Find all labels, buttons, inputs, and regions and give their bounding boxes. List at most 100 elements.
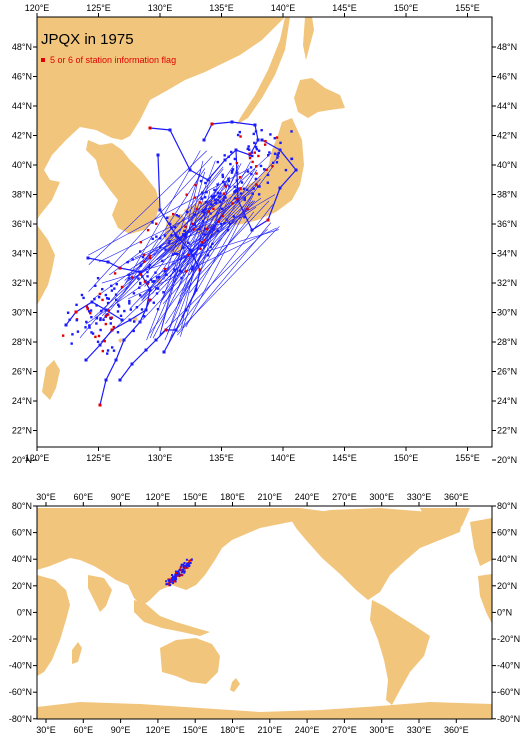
station-point xyxy=(82,296,85,300)
flagged-station xyxy=(192,228,196,231)
station-point xyxy=(257,149,261,152)
station-point xyxy=(242,187,246,191)
station-point xyxy=(248,153,252,157)
flagged-station xyxy=(199,247,202,251)
station-point xyxy=(178,269,182,272)
lat-tick-label-right: 24°N xyxy=(497,396,517,406)
flagged-station xyxy=(189,559,192,562)
station-point xyxy=(155,292,159,295)
station-point xyxy=(106,301,110,305)
flagged-station xyxy=(130,276,134,279)
station-point xyxy=(189,561,192,564)
station-point xyxy=(223,222,226,225)
station-point xyxy=(273,152,277,155)
flagged-station xyxy=(164,267,167,271)
station-point xyxy=(223,158,227,162)
flagged-station xyxy=(146,228,150,232)
station-point xyxy=(216,160,219,164)
lat-tick-label-left: 38°N xyxy=(12,190,32,200)
lat-tick-label-left: 26°N xyxy=(12,367,32,377)
station-point xyxy=(123,309,126,313)
lat-tick-label-left: -40°N xyxy=(9,661,32,671)
lat-tick-label-left: 30°N xyxy=(12,308,32,318)
flagged-station xyxy=(112,325,115,329)
flagged-station xyxy=(235,161,239,165)
flagged-station xyxy=(120,285,124,289)
flagged-station xyxy=(148,126,152,130)
station-point xyxy=(253,141,256,145)
transect-line xyxy=(118,189,240,292)
flagged-station xyxy=(175,572,178,575)
station-point xyxy=(276,156,279,159)
flagged-station xyxy=(238,176,242,179)
flagged-station xyxy=(198,268,202,272)
station-point xyxy=(70,342,73,345)
lon-tick-label-bottom: 90°E xyxy=(111,725,131,735)
land-japan-global xyxy=(182,560,196,584)
transect-line xyxy=(163,169,202,280)
station-point xyxy=(183,570,186,573)
station-point xyxy=(140,263,143,266)
flagged-station xyxy=(253,151,256,154)
station-point xyxy=(183,255,186,258)
station-point xyxy=(194,288,198,292)
flagged-station xyxy=(251,160,254,164)
transect-line xyxy=(170,204,274,338)
station-point xyxy=(182,564,185,567)
station-point xyxy=(90,315,93,319)
station-point xyxy=(174,578,177,581)
lon-tick-label-bottom: 130°E xyxy=(148,453,173,463)
flagged-station xyxy=(195,207,198,211)
station-point xyxy=(155,287,158,290)
station-point xyxy=(96,276,100,280)
station-point xyxy=(263,168,266,171)
station-point xyxy=(141,255,145,259)
station-point xyxy=(151,237,154,241)
lat-tick-label-left: 44°N xyxy=(12,101,32,111)
transect-line xyxy=(100,204,246,343)
station-point xyxy=(184,308,188,312)
land-australia xyxy=(160,638,220,684)
station-point xyxy=(277,151,280,155)
station-point xyxy=(138,286,141,289)
station-point xyxy=(143,315,146,318)
station-point xyxy=(171,574,174,577)
station-point xyxy=(176,573,179,576)
station-point xyxy=(100,309,103,313)
lat-tick-label-left: 80°N xyxy=(12,501,32,511)
station-point xyxy=(166,583,169,586)
station-point xyxy=(180,565,183,568)
land-madagascar xyxy=(72,642,82,664)
lon-tick-label-bottom: 180°E xyxy=(220,725,245,735)
station-point xyxy=(84,326,87,329)
station-point xyxy=(234,189,238,193)
lat-tick-label-right: 28°N xyxy=(497,337,517,347)
lon-tick-label-bottom: 240°E xyxy=(295,725,320,735)
global-tracks xyxy=(165,558,193,587)
station-point xyxy=(238,130,241,134)
station-point xyxy=(88,326,91,329)
station-point xyxy=(113,287,116,290)
station-point xyxy=(223,195,226,199)
station-point xyxy=(246,147,249,151)
lat-tick-label-right: -80°N xyxy=(497,714,520,724)
station-point xyxy=(246,188,249,191)
transect-line xyxy=(185,195,254,328)
lat-tick-label-left: 40°N xyxy=(12,554,32,564)
station-point xyxy=(243,215,246,219)
lon-tick-label-top: 270°E xyxy=(332,492,357,502)
ship-route xyxy=(235,139,297,231)
lon-tick-label-bottom: 140°E xyxy=(271,453,296,463)
station-point xyxy=(236,187,240,190)
station-point xyxy=(246,170,250,173)
station-point xyxy=(200,197,203,200)
lat-tick-label-left: -60°N xyxy=(9,687,32,697)
station-point xyxy=(154,271,157,274)
station-point xyxy=(213,188,216,192)
flagged-station xyxy=(207,210,210,213)
lat-tick-label-left: 36°N xyxy=(12,219,32,229)
regional-land xyxy=(37,17,345,400)
flagged-station xyxy=(255,172,258,175)
station-point xyxy=(168,222,172,226)
